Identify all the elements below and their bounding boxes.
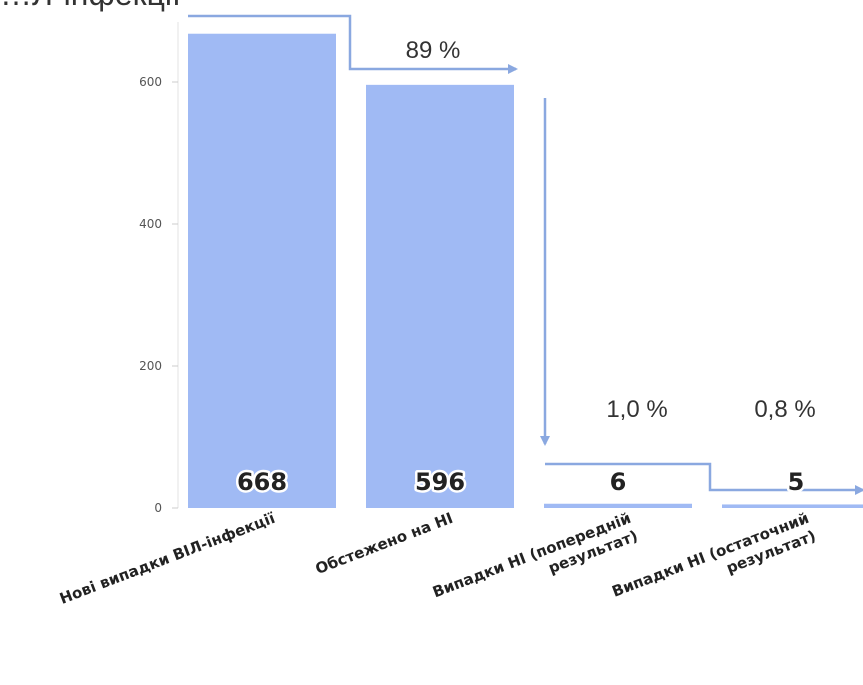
category-label: Обстежено на НІ bbox=[313, 509, 456, 578]
y-tick-label: 400 bbox=[139, 217, 162, 231]
percent-label: 0,8 % bbox=[754, 396, 815, 423]
data-labels: 668 596 6 5 89 % 1,0 % 0,8 % bbox=[234, 37, 815, 499]
y-tick-label: 0 bbox=[154, 501, 162, 515]
flow-arrows bbox=[188, 14, 863, 495]
category-label-line: Нові випадки ВІЛ-інфекції bbox=[57, 509, 277, 608]
value-label: 6 bbox=[610, 468, 627, 496]
category-label-line: Обстежено на НІ bbox=[313, 509, 456, 578]
category-label: Нові випадки ВІЛ-інфекції bbox=[57, 509, 277, 608]
percent-label: 1,0 % bbox=[606, 396, 667, 423]
bar bbox=[366, 84, 514, 508]
flow-arrow bbox=[188, 14, 518, 74]
value-label: 596 bbox=[415, 468, 465, 496]
flow-arrow bbox=[545, 462, 863, 495]
category-label: Випадки НІ (остаточнийрезультат) bbox=[610, 509, 819, 619]
y-tick-label: 200 bbox=[139, 359, 162, 373]
bar bbox=[722, 504, 863, 508]
chart-title: …Л-інфекції bbox=[0, 0, 181, 13]
value-label: 668 bbox=[237, 468, 287, 496]
bars bbox=[188, 33, 863, 508]
y-tick-label: 600 bbox=[139, 75, 162, 89]
percent-label: 89 % bbox=[406, 37, 461, 64]
value-label: 5 bbox=[788, 468, 805, 496]
y-axis: 0 200 400 600 bbox=[139, 22, 179, 515]
bar bbox=[544, 503, 692, 508]
bar bbox=[188, 33, 336, 508]
category-labels: Нові випадки ВІЛ-інфекції Обстежено на НІ… bbox=[57, 509, 819, 619]
category-label: Випадки НІ (попереднійрезультат) bbox=[430, 509, 640, 619]
